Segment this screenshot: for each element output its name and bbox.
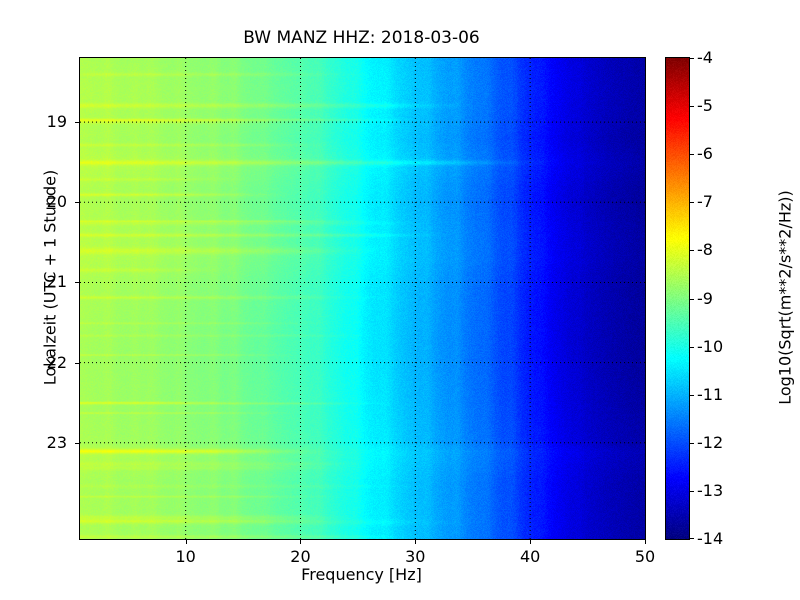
colorbar-tick-label: -7 [697, 192, 713, 212]
x-axis-label: Frequency [Hz] [301, 565, 422, 584]
x-tick-mark [645, 539, 646, 544]
spectrogram-axes [79, 57, 646, 540]
colorbar-tick-label: -6 [697, 144, 713, 164]
colorbar-tick-label: -13 [697, 480, 724, 500]
colorbar-tick-mark [689, 106, 694, 108]
x-tick-label: 10 [175, 547, 196, 566]
colorbar-tick-label: -11 [697, 384, 724, 404]
x-tick-label: 50 [634, 547, 656, 566]
colorbar-tick-mark [689, 538, 694, 539]
colorbar-tick-mark [689, 298, 694, 300]
x-tick-label: 30 [405, 547, 426, 566]
colorbar-tick-label: -10 [697, 336, 724, 356]
y-tick-mark [75, 442, 80, 444]
y-tick-mark [75, 202, 80, 204]
y-tick-label: 22 [46, 352, 67, 372]
colorbar-tick-label: -8 [697, 240, 713, 260]
colorbar-tick-mark [689, 442, 694, 444]
y-tick-mark [75, 122, 80, 124]
colorbar-tick-mark [689, 154, 694, 156]
x-tick-mark [530, 539, 532, 544]
colorbar-tick-mark [689, 394, 694, 396]
colorbar-tick-label: -14 [697, 529, 724, 548]
colorbar-tick-label: -4 [697, 48, 713, 67]
y-tick-label: 23 [46, 432, 67, 452]
y-tick-label: 19 [46, 112, 67, 132]
x-tick-mark [185, 539, 187, 544]
y-tick-mark [75, 282, 80, 284]
colorbar-tick-label: -9 [697, 288, 713, 308]
spectrogram-image [80, 58, 645, 539]
y-tick-mark [75, 362, 80, 364]
colorbar-tick-label: -12 [697, 432, 724, 452]
colorbar-tick-mark [689, 202, 694, 204]
colorbar-tick-mark [689, 58, 694, 59]
colorbar [665, 57, 690, 540]
colorbar-tick-mark [689, 490, 694, 492]
colorbar-label: Log10(Sqrt(m**2/s**2/Hz)) [775, 190, 795, 405]
y-axis-label: Lokalzeit (UTC + 1 Stunde) [40, 169, 60, 386]
y-tick-label: 21 [46, 272, 67, 292]
x-tick-label: 20 [290, 547, 311, 566]
y-tick-label: 20 [46, 192, 67, 212]
x-tick-label: 40 [519, 547, 541, 566]
page-title: BW MANZ HHZ: 2018-03-06 [243, 28, 480, 48]
colorbar-tick-mark [689, 250, 694, 252]
colorbar-tick-mark [689, 346, 694, 348]
colorbar-gradient [666, 58, 689, 539]
colorbar-tick-label: -5 [697, 96, 713, 116]
x-tick-mark [415, 539, 417, 544]
x-tick-mark [300, 539, 302, 544]
